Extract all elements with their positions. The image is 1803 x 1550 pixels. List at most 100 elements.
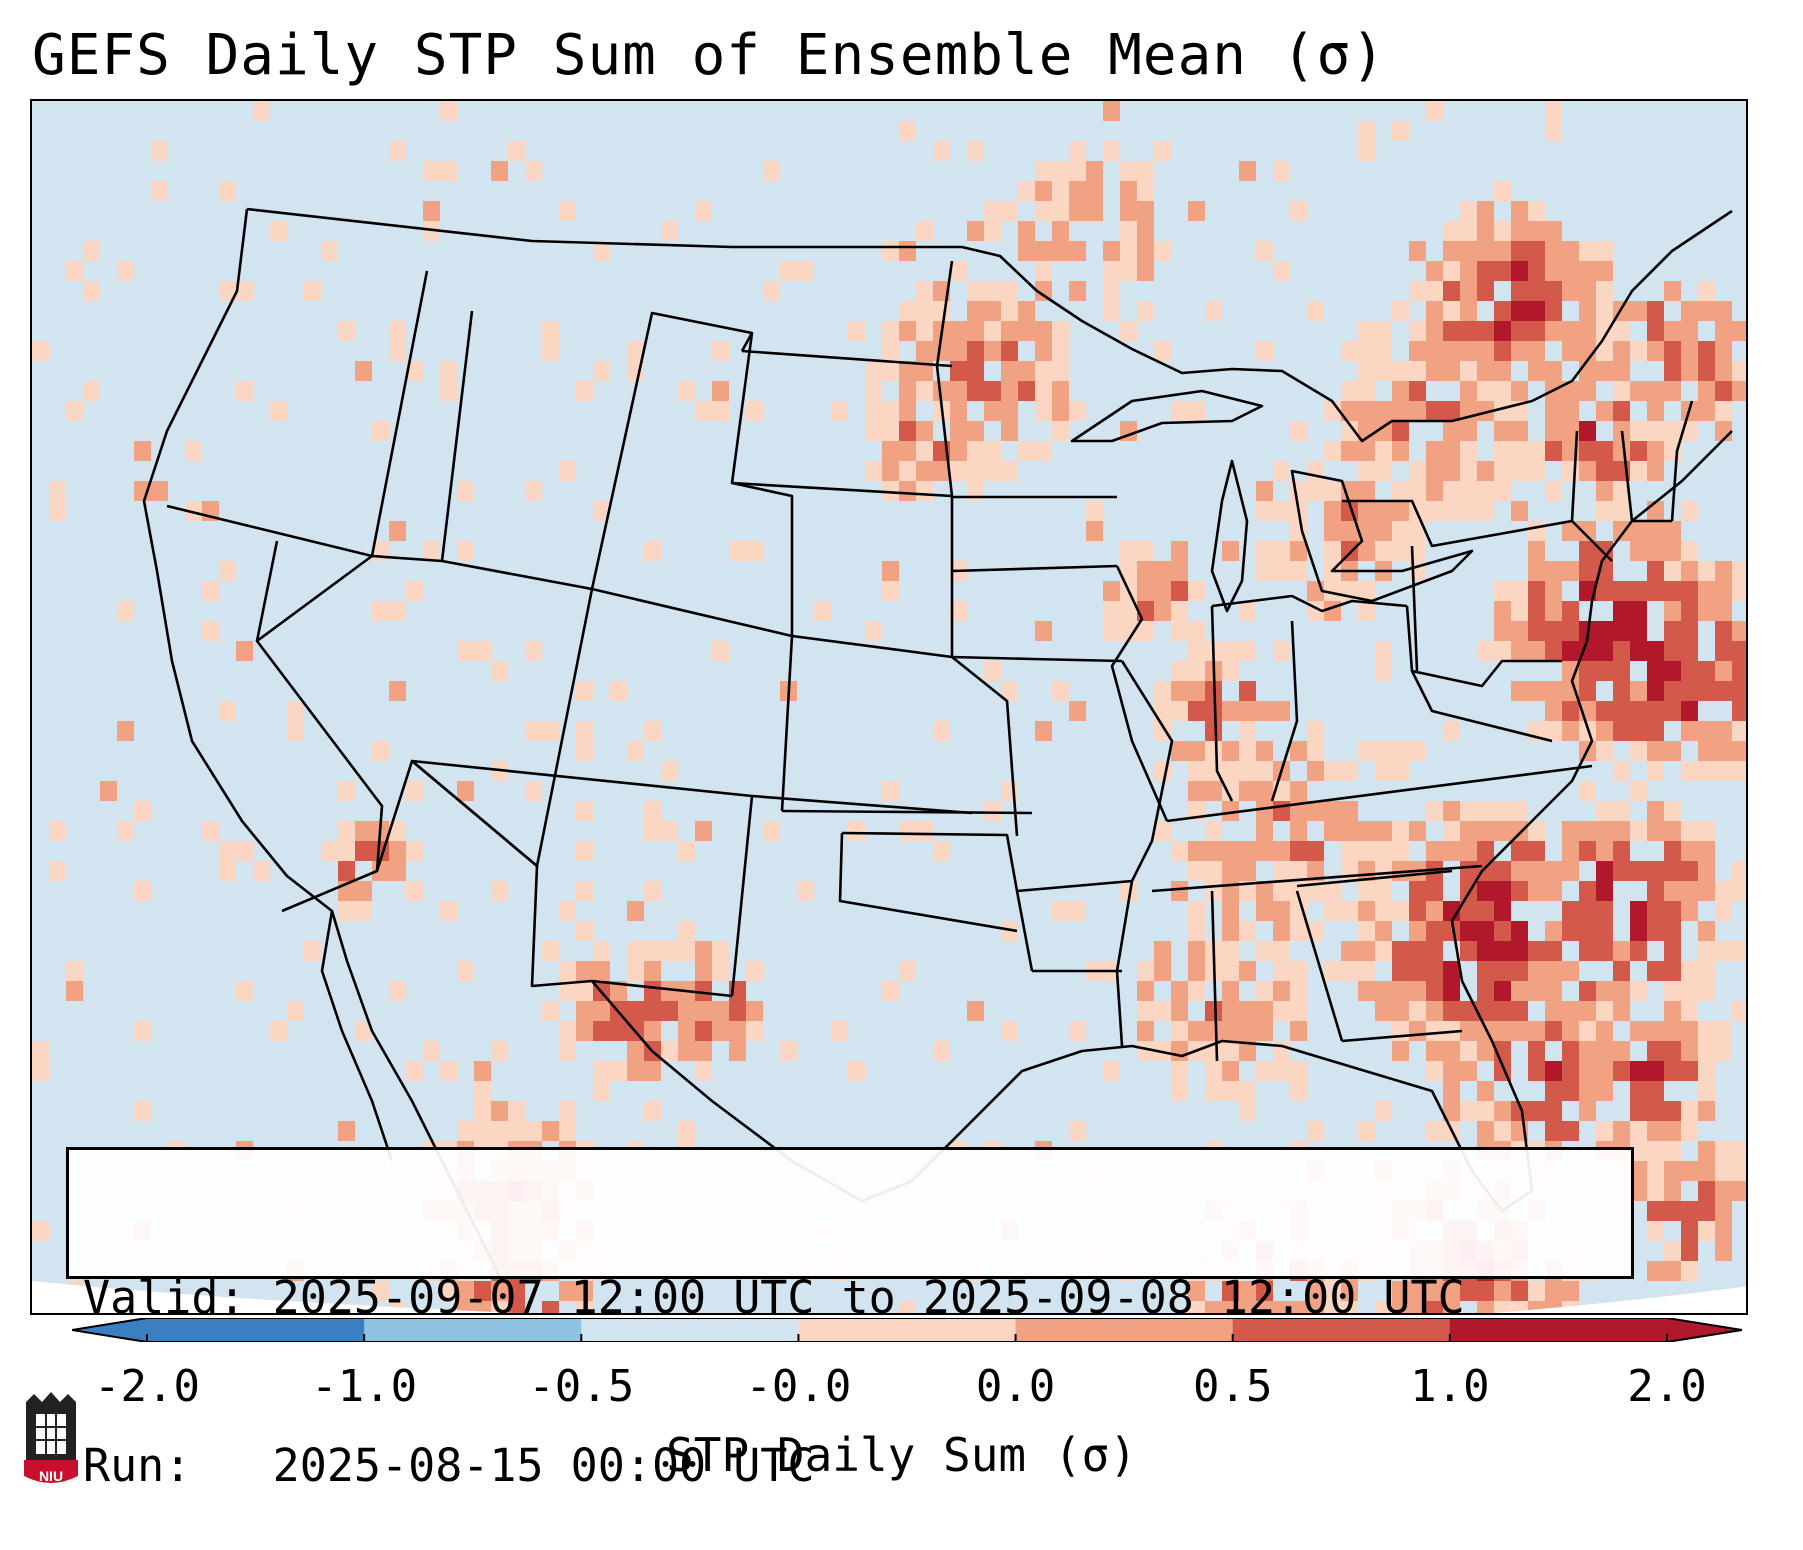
stp-cell (559, 961, 576, 981)
stp-cell (1171, 661, 1188, 681)
stp-cell (1647, 901, 1664, 921)
stp-cell (83, 281, 100, 301)
stp-cell (1460, 281, 1477, 301)
stp-cell (1681, 1121, 1698, 1141)
stp-cell (1511, 281, 1528, 301)
stp-cell (1579, 441, 1596, 461)
stp-cell (576, 881, 593, 901)
stp-cell (1171, 981, 1188, 1001)
stp-cell (950, 261, 967, 281)
stp-cell (967, 441, 984, 461)
stp-cell (1647, 321, 1664, 341)
stp-cell (1426, 1301, 1443, 1313)
stp-cell (1698, 1061, 1715, 1081)
stp-cell (1494, 381, 1511, 401)
stp-cell (1494, 581, 1511, 601)
stp-cell (1664, 941, 1681, 961)
stp-cell (1375, 761, 1392, 781)
stp-cell (1511, 921, 1528, 941)
stp-cell (1511, 441, 1528, 461)
stp-cell (1630, 741, 1647, 761)
stp-cell (1392, 1041, 1409, 1061)
stp-cell (1630, 1161, 1647, 1181)
stp-cell (66, 981, 83, 1001)
stp-cell (780, 261, 797, 281)
stp-cell (1188, 781, 1205, 801)
stp-cell (1596, 941, 1613, 961)
stp-cell (1392, 981, 1409, 1001)
stp-cell (440, 901, 457, 921)
stp-cell (1664, 621, 1681, 641)
stp-cell (1341, 941, 1358, 961)
stp-cell (1137, 1001, 1154, 1021)
stp-cell (219, 701, 236, 721)
stp-cell (1018, 381, 1035, 401)
stp-cell (916, 381, 933, 401)
stp-cell (1256, 801, 1273, 821)
stp-cell (1494, 1121, 1511, 1141)
stp-cell (1681, 1261, 1698, 1281)
stp-cell (1596, 881, 1613, 901)
stp-cell (1562, 1081, 1579, 1101)
stp-cell (1460, 361, 1477, 381)
stp-cell (1494, 361, 1511, 381)
stp-cell (389, 341, 406, 361)
stp-cell (1256, 481, 1273, 501)
stp-cell (1613, 1121, 1630, 1141)
stp-cell (1647, 741, 1664, 761)
stp-cell (712, 961, 729, 981)
stp-cell (1664, 1181, 1681, 1201)
stp-cell (1256, 741, 1273, 761)
stp-cell (270, 221, 287, 241)
stp-cell (1443, 981, 1460, 1001)
stp-cell (1324, 821, 1341, 841)
stp-cell (508, 141, 525, 161)
stp-cell (576, 1021, 593, 1041)
stp-cell (355, 821, 372, 841)
stp-cell (1613, 701, 1630, 721)
stp-cell (1528, 201, 1545, 221)
colorbar-extend-min (72, 1318, 147, 1342)
stp-cell (1341, 841, 1358, 861)
stp-cell (1188, 761, 1205, 781)
stp-cell (1528, 621, 1545, 641)
stp-cell (695, 821, 712, 841)
stp-cell (1579, 921, 1596, 941)
stp-cell (474, 641, 491, 661)
stp-cell (1562, 901, 1579, 921)
stp-cell (406, 881, 423, 901)
stp-cell (32, 341, 49, 361)
stp-cell (1477, 261, 1494, 281)
stp-cell (1511, 841, 1528, 861)
stp-cell (1426, 1001, 1443, 1021)
stp-cell (950, 381, 967, 401)
stp-cell (1273, 901, 1290, 921)
stp-cell (1579, 281, 1596, 301)
stp-cell (1477, 221, 1494, 241)
stp-cell (1171, 701, 1188, 721)
stp-cell (1358, 741, 1375, 761)
stp-cell (593, 1061, 610, 1081)
stp-cell (1681, 1061, 1698, 1081)
colorbar-tick-lines (146, 1334, 1668, 1342)
stp-cell (321, 841, 338, 861)
stp-cell (287, 1001, 304, 1021)
colorbar-tick-label: -2.0 (94, 1361, 200, 1412)
stp-cell (1205, 1061, 1222, 1081)
stp-cell (1562, 921, 1579, 941)
stp-cell (950, 461, 967, 481)
stp-cell (1630, 521, 1647, 541)
stp-cell (457, 481, 474, 501)
stp-cell (1324, 1281, 1341, 1301)
stp-cell (1239, 721, 1256, 741)
stp-cell (644, 821, 661, 841)
stp-cell (593, 501, 610, 521)
stp-cell (1188, 901, 1205, 921)
stp-cell (1613, 481, 1630, 501)
stp-cell (151, 481, 168, 501)
stp-cell (1341, 381, 1358, 401)
stp-cell (729, 1021, 746, 1041)
stp-cell (1392, 901, 1409, 921)
stp-cell (1647, 581, 1664, 601)
stp-cell (1290, 841, 1307, 861)
